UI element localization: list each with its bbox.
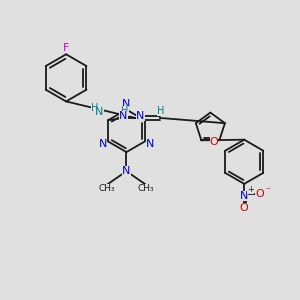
Text: ⁻: ⁻: [266, 186, 271, 196]
Text: H: H: [158, 106, 165, 116]
Text: H: H: [121, 106, 129, 116]
Text: N: N: [122, 99, 130, 109]
Text: N: N: [122, 166, 130, 176]
Text: CH₃: CH₃: [137, 184, 154, 194]
Text: O: O: [210, 137, 218, 147]
Text: F: F: [63, 43, 69, 53]
Text: N: N: [240, 190, 248, 201]
Text: O: O: [240, 203, 249, 213]
Text: N: N: [99, 140, 107, 149]
Text: +: +: [247, 185, 254, 194]
Text: N: N: [146, 140, 154, 149]
Text: N: N: [136, 111, 145, 122]
Text: H: H: [92, 103, 99, 113]
Text: N: N: [119, 110, 128, 121]
Text: O: O: [255, 189, 264, 199]
Text: CH₃: CH₃: [99, 184, 116, 194]
Text: N: N: [95, 107, 104, 117]
